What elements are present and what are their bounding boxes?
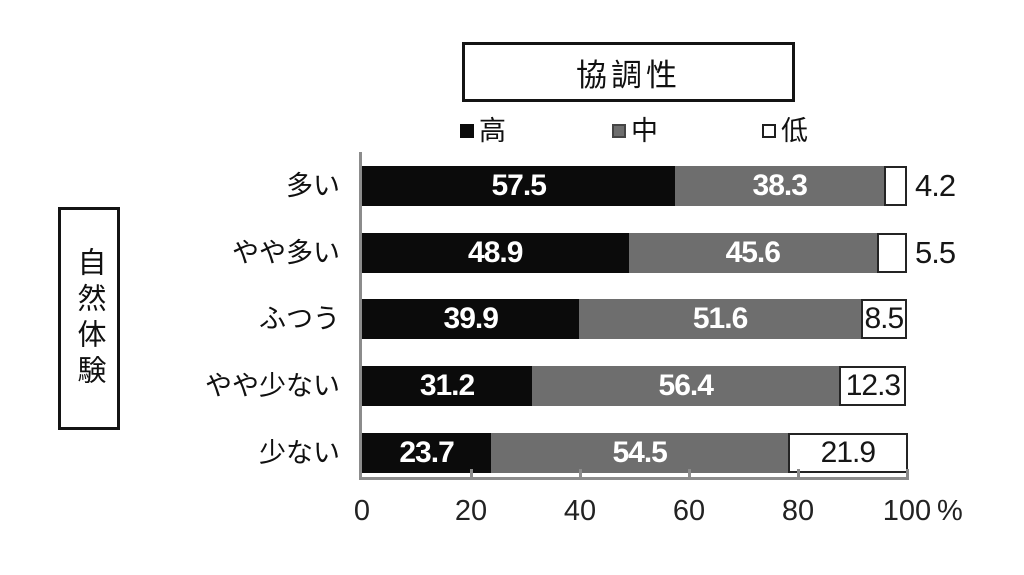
x-axis-tick-labels: 0 20 40 60 80 100%	[354, 494, 1024, 534]
category-label-2: ふつう	[259, 304, 340, 334]
x-axis-tick-20	[469, 469, 473, 480]
legend-item-high: 高	[460, 116, 506, 146]
value-label-low: 21.9	[820, 436, 876, 469]
bar-segment-low	[877, 233, 907, 273]
value-label-low-outside: 4.2	[915, 168, 956, 203]
legend-item-low: 低	[762, 116, 808, 146]
legend-label-low: 低	[781, 116, 808, 146]
bar-row-0: 57.5 38.3	[362, 166, 907, 206]
category-label-4: 少ない	[259, 438, 340, 468]
value-label-high: 31.2	[419, 369, 475, 402]
category-label-1: やや多い	[232, 238, 340, 268]
x-axis-tick-label-40: 40	[563, 495, 597, 527]
bar-segment-mid: 38.3	[675, 166, 885, 206]
value-label-low-outside: 5.5	[915, 235, 956, 270]
category-labels: 多いやや多いふつうやや少ない少ない	[0, 152, 340, 480]
legend-swatch-low-icon	[762, 124, 776, 138]
x-axis-tick-100	[905, 469, 909, 480]
value-label-high: 23.7	[399, 436, 454, 469]
x-axis-tick-label-100: 100	[882, 495, 932, 527]
bar-segment-high: 39.9	[362, 299, 580, 339]
value-label-high: 39.9	[443, 302, 499, 335]
x-axis-tick-label-20: 20	[454, 495, 488, 527]
value-label-low: 12.3	[845, 369, 901, 402]
x-axis-tick-label-80: 80	[781, 495, 815, 527]
legend-label-high: 高	[479, 116, 506, 146]
bar-segment-mid: 51.6	[579, 299, 861, 339]
x-axis-line	[359, 477, 907, 480]
chart-title-box: 協調性	[462, 42, 795, 102]
value-label-mid: 38.3	[752, 169, 808, 202]
plot-area: 57.5 38.3 4.2 48.9 45.6 5.5 39.9 51.6 8.5 31.2 56.…	[359, 152, 956, 480]
legend-swatch-mid-icon	[612, 124, 626, 138]
bar-segment-high: 23.7	[362, 433, 492, 473]
bar-segment-low	[884, 166, 907, 206]
bar-segment-mid: 54.5	[491, 433, 789, 473]
value-label-low: 8.5	[864, 302, 904, 335]
bar-segment-mid: 56.4	[532, 366, 840, 406]
x-axis-unit-label: %	[937, 495, 963, 527]
bar-segment-high: 31.2	[362, 366, 533, 406]
legend-label-mid: 中	[631, 116, 658, 146]
bar-segment-low: 8.5	[860, 299, 907, 339]
x-axis-tick-60	[687, 469, 691, 480]
category-label-3: やや少ない	[205, 371, 340, 401]
bar-row-3: 31.2 56.4 12.3	[362, 366, 907, 406]
bar-row-1: 48.9 45.6	[362, 233, 907, 273]
bar-segment-low: 21.9	[788, 433, 908, 473]
bar-row-2: 39.9 51.6 8.5	[362, 299, 907, 339]
legend-swatch-high-icon	[460, 124, 474, 138]
value-label-mid: 54.5	[612, 436, 667, 469]
bar-segment-high: 57.5	[362, 166, 676, 206]
value-label-high: 57.5	[491, 169, 546, 202]
value-label-mid: 45.6	[725, 236, 781, 269]
value-label-mid: 56.4	[658, 369, 714, 402]
y-axis-group-label-box: 自然体験	[58, 207, 120, 430]
x-axis-tick-80	[796, 469, 800, 480]
bar-row-4: 23.7 54.5 21.9	[362, 433, 908, 473]
category-label-0: 多い	[286, 171, 340, 201]
x-axis-tick-label-60: 60	[672, 495, 706, 527]
value-label-high: 48.9	[468, 236, 523, 269]
bar-segment-low: 12.3	[839, 366, 907, 406]
x-axis-tick-40	[578, 469, 582, 480]
legend-item-mid: 中	[612, 116, 658, 146]
y-axis-group-label: 自然体験	[73, 246, 105, 391]
y-axis-line	[359, 152, 362, 480]
x-axis-tick-label-0: 0	[353, 495, 371, 527]
chart-title: 協調性	[576, 57, 681, 93]
bar-segment-high: 48.9	[362, 233, 629, 273]
value-label-mid: 51.6	[692, 302, 748, 335]
bar-segment-mid: 45.6	[628, 233, 878, 273]
legend: 高中低	[0, 116, 1024, 146]
